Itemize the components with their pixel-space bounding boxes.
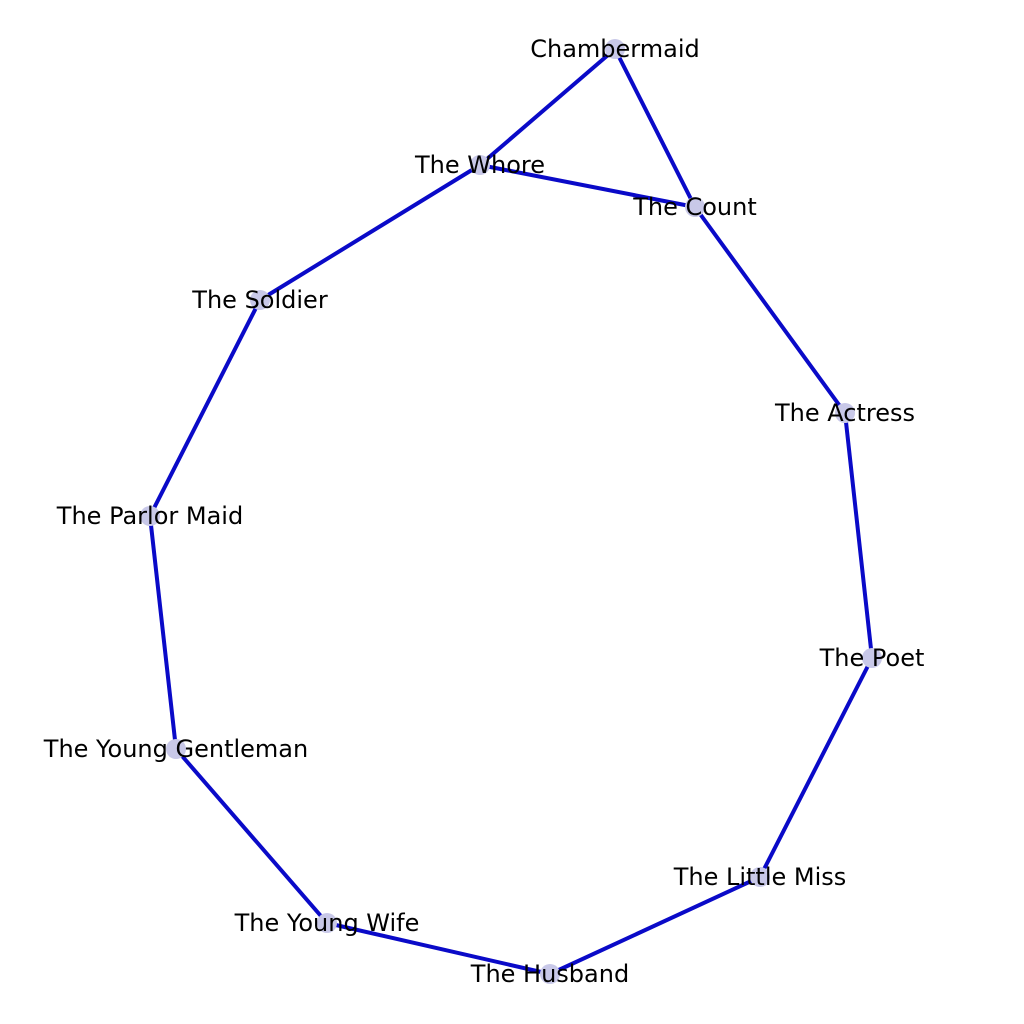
edge-soldier-parlor-maid — [148, 298, 262, 518]
edge-poet-little-miss — [758, 656, 874, 879]
node-parlor-maid[interactable] — [140, 506, 160, 526]
edge-whore-count — [478, 163, 697, 209]
edge-little-miss-husband — [548, 875, 762, 976]
nodes-layer — [140, 39, 882, 984]
edge-count-actress — [693, 205, 847, 415]
node-label-count: The Count — [632, 193, 757, 221]
edge-chambermaid-count — [613, 47, 697, 209]
node-label-whore: The Whore — [414, 151, 545, 179]
node-label-young-wife: The Young Wife — [234, 909, 420, 937]
node-young-gentleman[interactable] — [166, 739, 186, 759]
edge-young-gentleman-young-wife — [174, 747, 329, 925]
node-label-chambermaid: Chambermaid — [530, 35, 700, 63]
node-label-poet: The Poet — [819, 644, 925, 672]
node-label-parlor-maid: The Parlor Maid — [56, 502, 243, 530]
node-count[interactable] — [685, 197, 705, 217]
labels-layer: Chambermaid The Whore The Count The Soldier… — [43, 35, 925, 988]
node-label-actress: The Actress — [774, 399, 915, 427]
edge-actress-poet — [843, 411, 874, 660]
node-husband[interactable] — [540, 964, 560, 984]
node-little-miss[interactable] — [750, 867, 770, 887]
node-whore[interactable] — [470, 155, 490, 175]
node-label-little-miss: The Little Miss — [673, 863, 847, 891]
node-label-husband: The Husband — [470, 960, 629, 988]
edge-young-wife-husband — [325, 921, 552, 976]
edge-chambermaid-whore — [478, 47, 617, 167]
node-young-wife[interactable] — [317, 913, 337, 933]
node-label-young-gentleman: The Young Gentleman — [43, 735, 308, 763]
edges-layer — [148, 47, 874, 976]
node-chambermaid[interactable] — [605, 39, 625, 59]
edge-whore-soldier — [258, 163, 482, 302]
node-poet[interactable] — [862, 648, 882, 668]
node-soldier[interactable] — [250, 290, 270, 310]
edge-parlor-maid-young-gentleman — [148, 514, 178, 751]
node-label-soldier: The Soldier — [191, 286, 328, 314]
node-actress[interactable] — [835, 403, 855, 423]
